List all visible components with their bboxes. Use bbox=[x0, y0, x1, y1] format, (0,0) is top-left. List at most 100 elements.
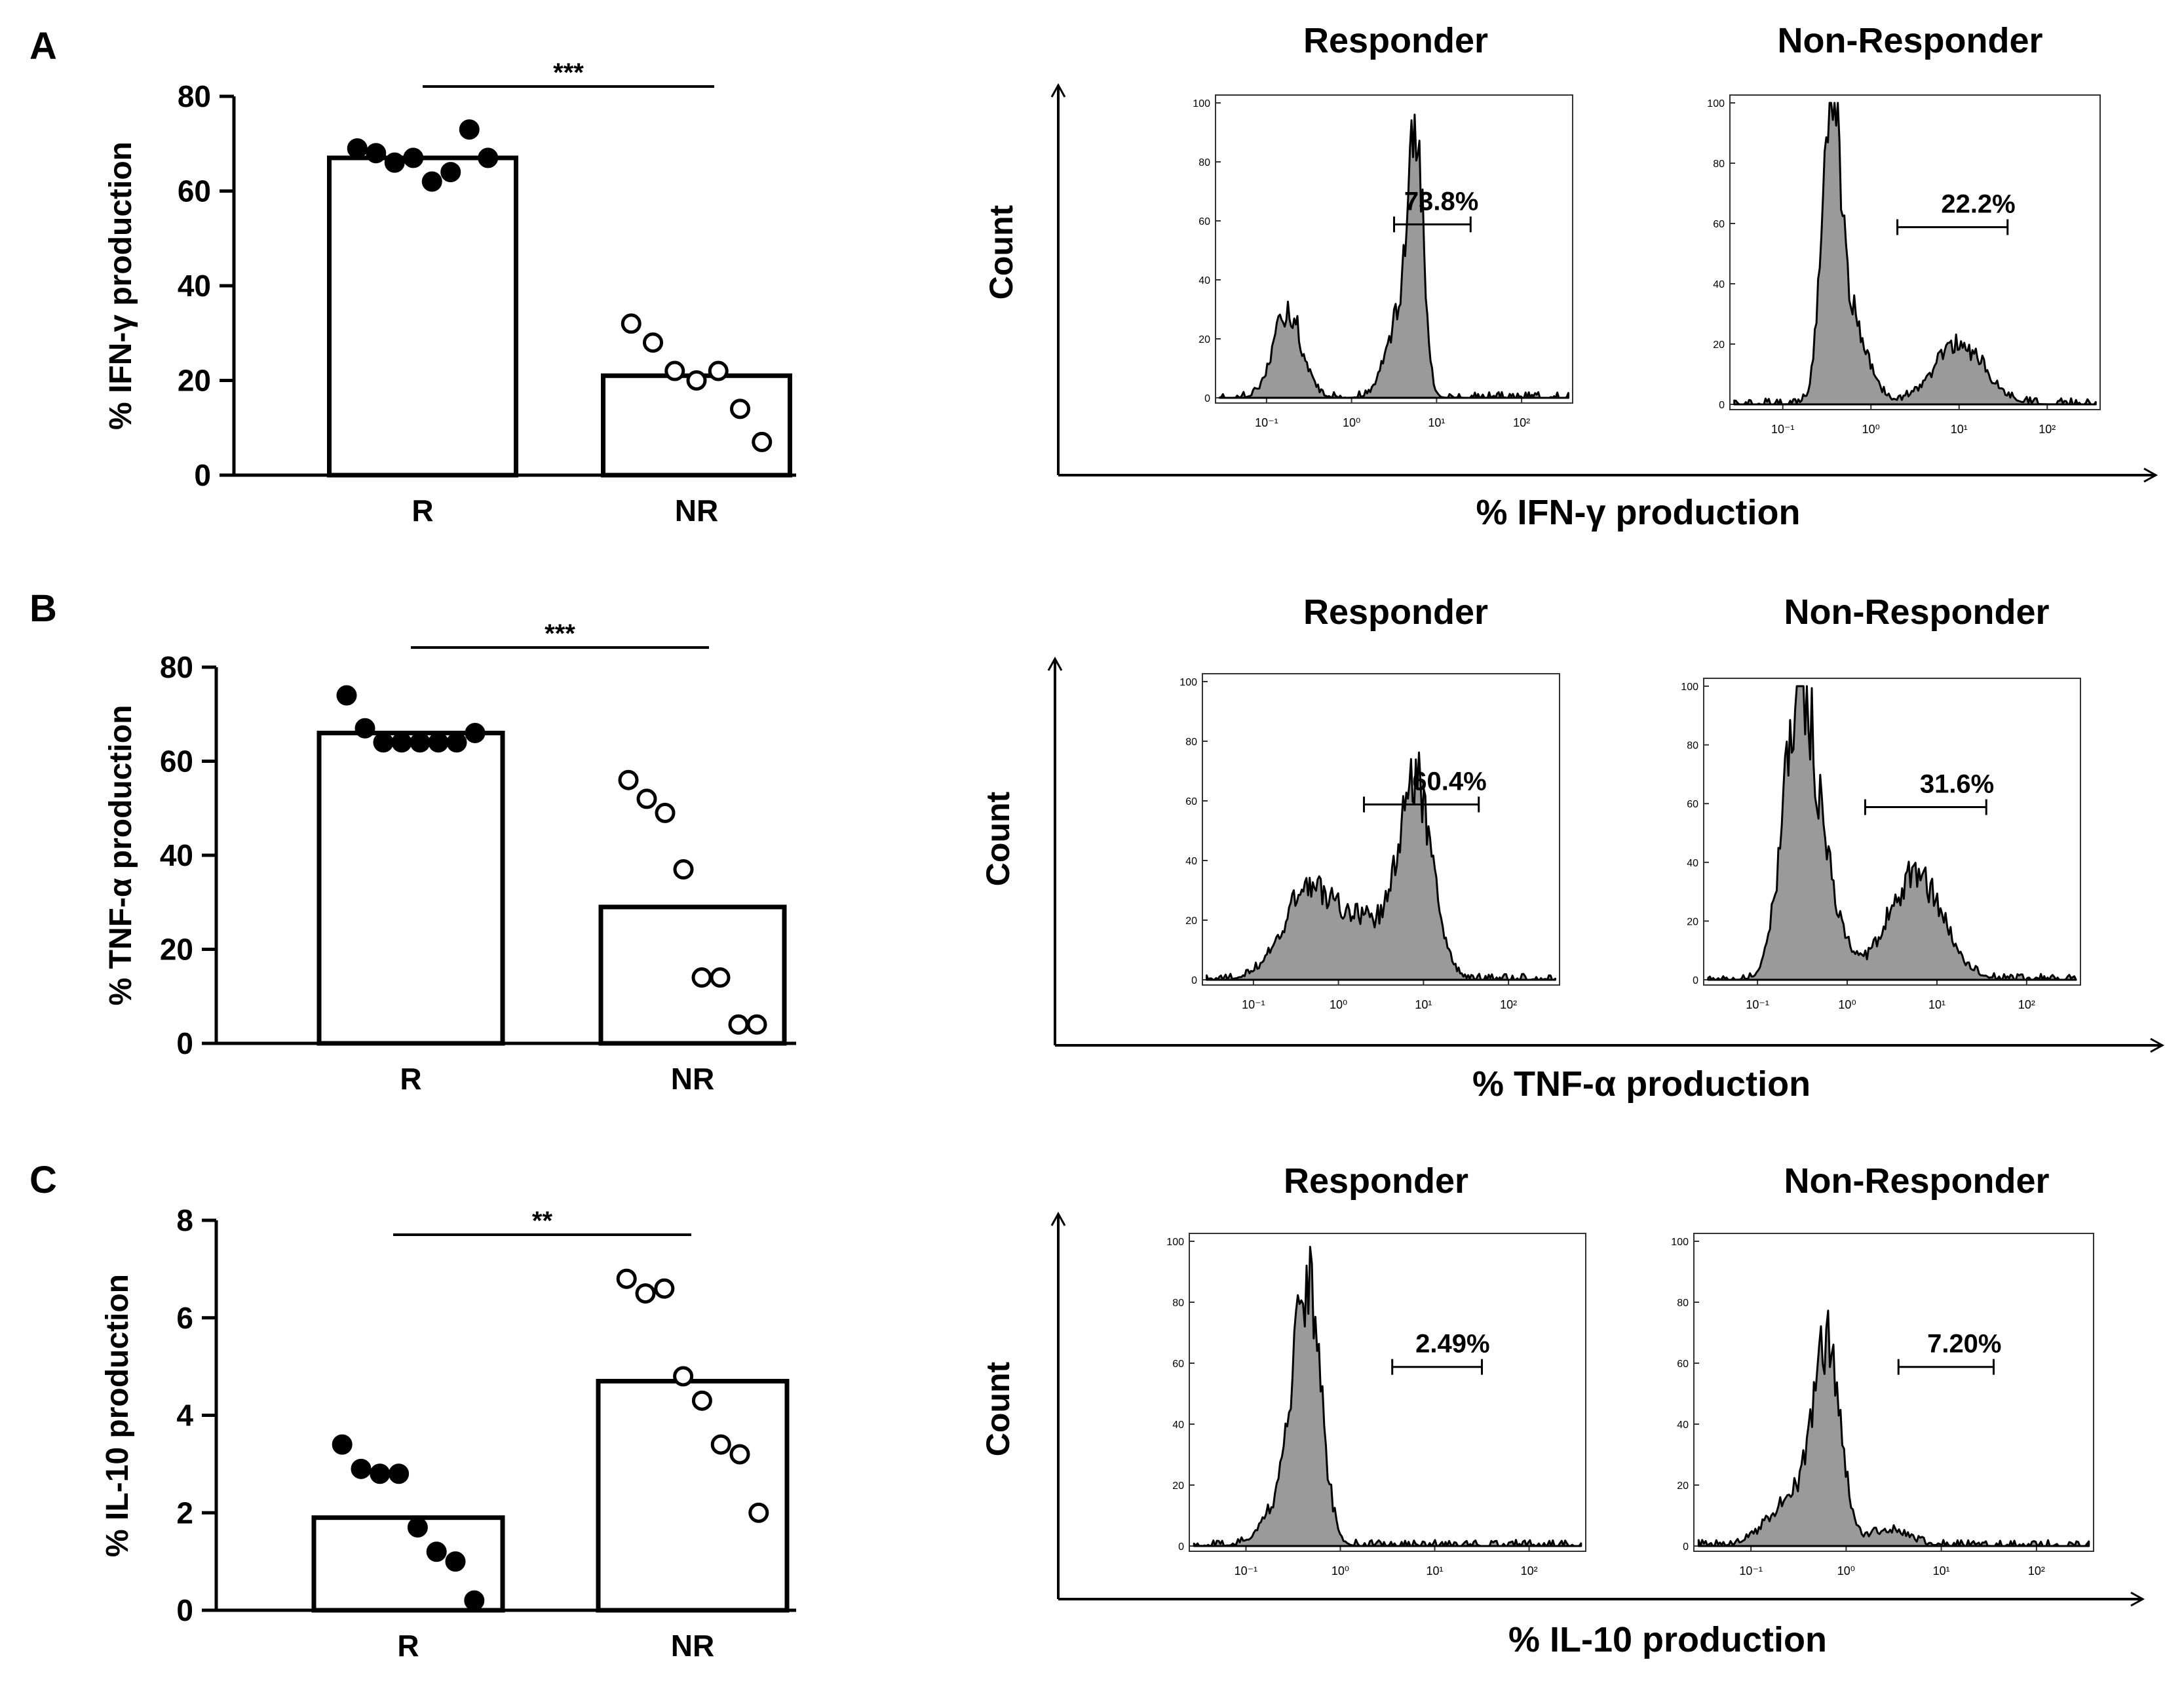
significance-stars: ** bbox=[532, 1207, 553, 1235]
y-tick-label: 0 bbox=[194, 458, 211, 492]
histogram-non-responder: Non-Responder 0 20 40 60 80 100 10⁻¹ 10⁰ 10¹ 10² 7.… bbox=[1671, 1161, 2094, 1577]
hist-x-tick-label: 10⁰ bbox=[1862, 423, 1880, 436]
histogram-frame bbox=[1189, 1233, 1586, 1552]
hist-y-tick-label: 0 bbox=[1191, 975, 1197, 986]
data-point bbox=[465, 722, 486, 743]
data-point bbox=[655, 802, 676, 823]
histogram-title: Non-Responder bbox=[1784, 1161, 2050, 1201]
bar-chart-panel-b: B % TNF-α production 0 20 40 60 80 R NR *** bbox=[29, 587, 796, 1096]
hist-x-tick-label: 10⁰ bbox=[1330, 998, 1347, 1011]
production-axis-label: % IL-10 production bbox=[1508, 1620, 1827, 1659]
y-tick-label: 60 bbox=[160, 745, 193, 779]
histogram-panel-b: Count % TNF-α production Responder 0 20 40 60 8… bbox=[980, 592, 2165, 1104]
y-tick-label: 60 bbox=[178, 174, 211, 208]
bar-chart-panel-a: A % IFN-γ production 0 20 40 60 80 R NR *** bbox=[29, 25, 796, 528]
hist-x-tick-label: 10⁻¹ bbox=[1771, 423, 1795, 436]
hist-y-tick-label: 20 bbox=[1677, 1480, 1689, 1492]
hist-x-tick-label: 10¹ bbox=[1933, 1564, 1950, 1577]
bar-r bbox=[327, 155, 518, 478]
data-point bbox=[616, 1268, 637, 1289]
y-axis-label: % IL-10 production bbox=[100, 1274, 135, 1557]
count-axis-label: Count bbox=[980, 791, 1016, 886]
data-point bbox=[654, 1278, 675, 1299]
hist-y-tick-label: 100 bbox=[1707, 98, 1725, 109]
hist-y-tick-label: 20 bbox=[1713, 339, 1725, 351]
gate-percentage: 2.49% bbox=[1415, 1330, 1489, 1359]
data-point bbox=[691, 1390, 712, 1411]
hist-y-tick-label: 100 bbox=[1681, 682, 1698, 693]
x-tick-label: NR bbox=[671, 1629, 714, 1663]
hist-x-tick-label: 10¹ bbox=[1951, 423, 1968, 436]
hist-y-tick-label: 80 bbox=[1185, 737, 1197, 748]
hist-y-tick-label: 0 bbox=[1719, 400, 1725, 411]
data-point bbox=[673, 859, 694, 880]
hist-x-tick-label: 10¹ bbox=[1928, 998, 1945, 1011]
y-tick-label: 80 bbox=[178, 79, 211, 113]
hist-x-tick-label: 10¹ bbox=[1427, 1564, 1444, 1577]
histogram-distribution bbox=[1697, 1309, 2090, 1547]
histogram-panel-a: Count % IFN-γ production Responder 0 20 40 60 8… bbox=[983, 21, 2158, 532]
production-axis-label: % IFN-γ production bbox=[1476, 493, 1801, 532]
production-axis-label: % TNF-α production bbox=[1472, 1064, 1810, 1104]
hist-x-tick-label: 10⁰ bbox=[1331, 1564, 1349, 1577]
hist-x-tick-label: 10¹ bbox=[1428, 416, 1445, 429]
y-tick-label: 2 bbox=[176, 1496, 193, 1530]
data-point bbox=[384, 152, 405, 173]
data-point bbox=[635, 1283, 656, 1304]
bar-nr bbox=[601, 373, 792, 478]
data-point bbox=[673, 1366, 694, 1387]
hist-x-tick-label: 10² bbox=[1521, 1564, 1538, 1577]
hist-x-tick-label: 10⁰ bbox=[1837, 1564, 1855, 1577]
histogram-distribution bbox=[1707, 685, 2077, 981]
y-tick-label: 20 bbox=[178, 364, 211, 398]
histogram-distribution bbox=[1205, 751, 1557, 981]
data-point bbox=[370, 1463, 391, 1484]
hist-y-tick-label: 20 bbox=[1172, 1480, 1184, 1492]
hist-y-tick-label: 60 bbox=[1713, 219, 1725, 230]
data-point bbox=[426, 1541, 447, 1562]
histogram-title: Non-Responder bbox=[1784, 592, 2050, 632]
data-point bbox=[664, 360, 685, 381]
hist-x-tick-label: 10⁻¹ bbox=[1235, 1564, 1258, 1577]
hist-x-tick-label: 10⁰ bbox=[1343, 416, 1360, 429]
data-point bbox=[746, 1014, 767, 1035]
hist-y-tick-label: 80 bbox=[1677, 1298, 1689, 1309]
data-point bbox=[636, 788, 657, 809]
histogram-panels: Count % IFN-γ production Responder 0 20 40 60 8… bbox=[980, 21, 2165, 1659]
histogram-responder: Responder 0 20 40 60 80 100 10⁻¹ 10⁰ 10¹ 10² 2.49% bbox=[1166, 1161, 1586, 1577]
hist-y-tick-label: 80 bbox=[1713, 159, 1725, 170]
histogram-frame bbox=[1703, 678, 2081, 986]
histogram-panel-c: Count % IL-10 production Responder 0 20 40 60 8… bbox=[980, 1161, 2145, 1659]
hist-y-tick-label: 60 bbox=[1198, 216, 1210, 227]
data-point bbox=[391, 732, 412, 753]
y-tick-label: 0 bbox=[176, 1026, 193, 1060]
hist-y-tick-label: 60 bbox=[1172, 1359, 1184, 1370]
data-point bbox=[373, 732, 394, 753]
hist-y-tick-label: 20 bbox=[1185, 916, 1197, 927]
panel-letter: C bbox=[29, 1159, 57, 1201]
hist-x-tick-label: 10⁰ bbox=[1838, 998, 1856, 1011]
data-point bbox=[332, 1434, 353, 1455]
data-point bbox=[748, 1502, 769, 1523]
hist-x-tick-label: 10² bbox=[1513, 416, 1530, 429]
hist-y-tick-label: 0 bbox=[1178, 1541, 1184, 1553]
histogram-frame bbox=[1693, 1233, 2094, 1552]
data-point bbox=[440, 162, 461, 183]
panel-letter: B bbox=[29, 587, 57, 630]
histogram-non-responder: Non-Responder 0 20 40 60 80 100 10⁻¹ 10⁰ 10¹ 10² 31… bbox=[1681, 592, 2081, 1011]
data-point bbox=[728, 1014, 749, 1035]
data-point bbox=[446, 732, 467, 753]
gate-percentage: 22.2% bbox=[1941, 190, 2015, 219]
hist-x-tick-label: 10⁻¹ bbox=[1739, 1564, 1763, 1577]
hist-y-tick-label: 20 bbox=[1687, 916, 1698, 927]
data-point bbox=[643, 332, 663, 353]
hist-y-tick-label: 80 bbox=[1172, 1298, 1184, 1309]
hist-y-tick-label: 100 bbox=[1166, 1237, 1184, 1248]
hist-y-tick-label: 100 bbox=[1179, 677, 1197, 688]
hist-y-tick-label: 60 bbox=[1185, 796, 1197, 807]
x-tick-label: R bbox=[412, 493, 433, 528]
hist-y-tick-label: 100 bbox=[1193, 98, 1210, 109]
y-tick-label: 20 bbox=[160, 933, 193, 967]
histogram-responder: Responder 0 20 40 60 80 100 10⁻¹ 10⁰ 10¹ 10² 60.4% bbox=[1179, 592, 1560, 1011]
hist-x-tick-label: 10² bbox=[2028, 1564, 2045, 1577]
